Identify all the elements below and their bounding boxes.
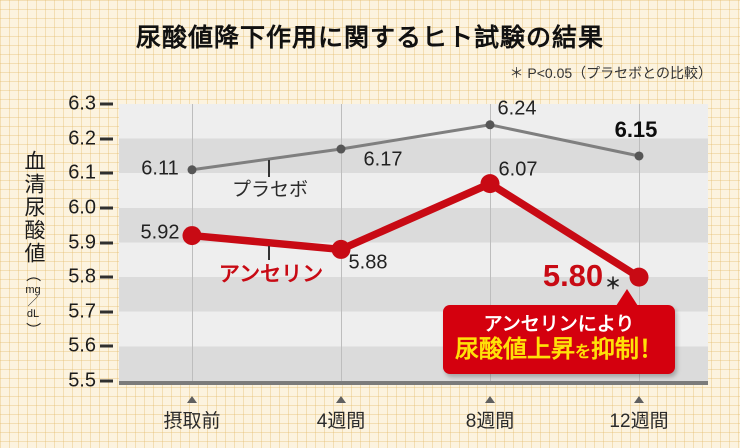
y-tick-mark-icon — [100, 310, 113, 314]
callout-end-text: 抑制！ — [591, 335, 663, 363]
callout-pointer-icon — [616, 289, 638, 306]
data-point-label: 5.92 — [140, 221, 180, 244]
x-category-label: 8週間 — [465, 411, 515, 432]
y-tick-label: 6.3 — [68, 92, 96, 115]
placebo-data-point — [187, 165, 197, 175]
anserine-line — [191, 179, 641, 281]
y-tick-label: 5.6 — [68, 334, 96, 357]
y-tick-mark-icon — [100, 206, 113, 210]
y-axis-title: 血清尿酸値 （ mg ／ dL ） — [16, 150, 50, 339]
placebo-data-point — [485, 120, 495, 130]
data-point-label: 6.24 — [497, 97, 537, 120]
y-tick-label: 6.0 — [68, 196, 96, 219]
y-tick-label: 6.1 — [68, 161, 96, 184]
data-point-label: 6.15 — [614, 116, 658, 142]
data-point-label: 5.80 — [542, 258, 604, 294]
anserine-data-point — [331, 239, 351, 259]
placebo-data-point — [634, 151, 644, 161]
x-category-label: 摂取前 — [163, 411, 221, 432]
anserine-series-label: アンセリン — [219, 258, 323, 288]
significance-asterisk: ＊ — [604, 276, 622, 293]
placebo-data-point — [336, 144, 346, 154]
vertical-gridline — [638, 104, 640, 381]
x-category-label: 4週間 — [316, 411, 366, 432]
y-tick-mark-icon — [100, 275, 113, 279]
x-axis-line — [119, 381, 708, 385]
placebo-leader-line — [268, 160, 270, 177]
y-tick-label: 6.2 — [68, 127, 96, 150]
callout-particle-text: を — [574, 343, 591, 361]
y-axis-unit-slash: ／ — [27, 296, 39, 308]
chart-title: 尿酸値降下作用に関するヒト試験の結果 — [135, 24, 604, 52]
y-tick-mark-icon — [100, 102, 113, 106]
x-tick-triangle-icon — [187, 396, 197, 403]
data-point-label: 6.07 — [498, 158, 538, 181]
y-tick-mark-icon — [100, 241, 113, 244]
data-point-label: 6.11 — [141, 157, 179, 180]
data-point-label: 6.17 — [363, 148, 403, 171]
anserine-data-point — [480, 174, 500, 194]
anserine-data-point — [629, 267, 649, 287]
anserine-leader-line — [268, 246, 270, 260]
x-tick-triangle-icon — [634, 396, 644, 403]
y-axis-unit-dl: dL — [26, 308, 40, 320]
significance-note: ＊ P<0.05（プラセボとの比較） — [509, 65, 712, 81]
y-tick-mark-icon — [100, 171, 113, 175]
x-tick-triangle-icon — [336, 396, 346, 403]
y-tick-mark-icon — [100, 137, 113, 141]
placebo-line — [191, 123, 640, 172]
y-tick-label: 5.8 — [68, 265, 96, 288]
y-tick-mark-icon — [100, 344, 113, 348]
y-tick-label: 5.5 — [68, 369, 96, 392]
y-axis-unit-mg: mg — [25, 284, 41, 296]
callout-line2: 尿酸値上昇 を 抑制！ — [455, 336, 663, 366]
anserine-data-point — [182, 226, 202, 246]
placebo-series-label-text: プラセボ — [231, 179, 309, 201]
x-tick-triangle-icon — [485, 396, 495, 403]
y-axis-title-kanji: 血清尿酸値 — [22, 150, 45, 265]
vertical-gridline — [489, 104, 491, 381]
y-tick-label: 5.9 — [68, 231, 96, 253]
callout-line1: アンセリンにより — [483, 313, 635, 335]
callout-highlight-text: 尿酸値上昇 — [454, 335, 575, 363]
placebo-series-label: プラセボ — [232, 175, 308, 202]
line-chart-canvas — [182, 120, 649, 287]
anserine-series-label-text: アンセリン — [218, 263, 324, 286]
y-tick-mark-icon — [100, 379, 113, 383]
x-category-label: 12週間 — [609, 411, 669, 432]
data-point-label: 5.88 — [348, 251, 388, 274]
callout-box: アンセリンにより 尿酸値上昇 を 抑制！ — [443, 289, 675, 374]
y-tick-label: 5.7 — [68, 300, 96, 323]
